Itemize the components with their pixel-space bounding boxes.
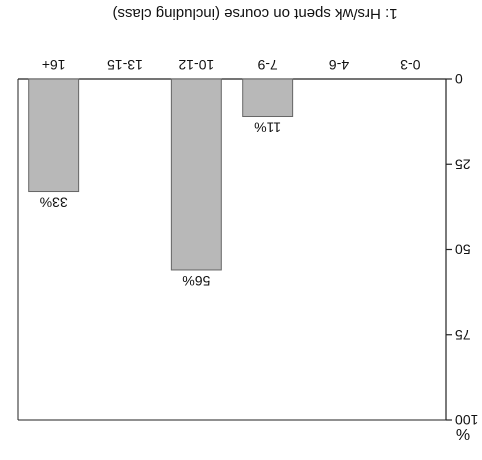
- bar-10-12: [170, 78, 222, 271]
- bar-7-9: [242, 78, 294, 118]
- category-label-16+: 16+: [42, 57, 66, 73]
- category-label-4-6: 4-6: [329, 57, 349, 73]
- y-tick-label-100: 100: [455, 412, 479, 428]
- bar-16+: [28, 78, 80, 193]
- category-label-7-9: 7-9: [257, 57, 277, 73]
- plot-area: 0 25 50 75 100 0-3 4-6 11% 7-9 56% 10-12 13-15 33% 16…: [17, 57, 479, 428]
- category-label-10-12: 10-12: [178, 57, 214, 73]
- data-label-16+: 33%: [40, 195, 68, 211]
- y-axis-unit-label: %: [456, 425, 470, 442]
- category-label-13-15: 13-15: [107, 57, 143, 73]
- chart-rotated-group: 1: Hrs/wk spent on course (including cla…: [17, 5, 479, 442]
- y-tick-label-25: 25: [455, 156, 471, 172]
- y-tick-label-75: 75: [455, 327, 471, 343]
- chart-title: 1: Hrs/wk spent on course (including cla…: [112, 5, 397, 22]
- y-tick-label-0: 0: [455, 71, 463, 87]
- data-label-7-9: 11%: [254, 120, 281, 136]
- category-label-0-3: 0-3: [400, 57, 420, 73]
- y-tick-label-50: 50: [455, 242, 471, 258]
- data-label-10-12: 56%: [182, 273, 210, 289]
